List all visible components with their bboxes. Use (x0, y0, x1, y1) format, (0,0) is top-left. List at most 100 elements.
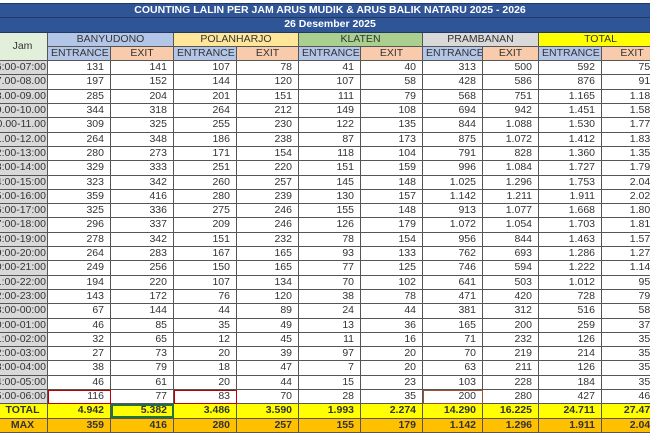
count-cell[interactable]: 1.142 (422, 188, 483, 205)
count-cell[interactable]: 357 (600, 360, 650, 376)
count-cell[interactable]: 61 (110, 374, 174, 391)
count-cell[interactable]: 694 (422, 103, 483, 119)
count-cell[interactable]: 102 (360, 274, 423, 290)
count-cell[interactable]: 151 (298, 160, 361, 176)
count-cell[interactable]: 126 (298, 217, 361, 233)
count-cell[interactable]: 171 (173, 145, 237, 162)
count-cell[interactable]: 1.796 (600, 160, 650, 176)
count-cell[interactable]: 693 (482, 246, 539, 262)
max-cell[interactable]: 179 (360, 417, 423, 433)
count-cell[interactable]: 1.211 (482, 188, 539, 205)
count-cell[interactable]: 790 (600, 288, 650, 305)
count-cell[interactable]: 220 (110, 274, 174, 290)
count-cell[interactable]: 280 (173, 188, 237, 205)
count-cell[interactable]: 1.451 (538, 103, 602, 119)
exit-header[interactable]: EXIT (482, 45, 539, 62)
count-cell[interactable]: 503 (482, 274, 539, 290)
count-cell[interactable]: 46 (47, 317, 111, 333)
count-cell[interactable]: 348 (110, 131, 174, 147)
group-header-polanharjo[interactable]: POLANHARJO (173, 31, 299, 47)
count-cell[interactable]: 20 (360, 360, 423, 376)
max-cell[interactable]: 1.911 (538, 417, 602, 433)
count-cell[interactable]: 278 (47, 231, 111, 248)
count-cell[interactable]: 173 (360, 131, 423, 147)
count-cell[interactable]: 18 (173, 360, 237, 376)
max-cell[interactable]: 416 (110, 417, 174, 433)
hour-cell[interactable]: 20:00-21:00 (0, 260, 48, 276)
count-cell[interactable]: 79 (360, 88, 423, 105)
count-cell[interactable]: 73 (110, 346, 174, 362)
count-cell[interactable]: 167 (173, 246, 237, 262)
count-cell[interactable]: 44 (236, 374, 299, 391)
count-cell[interactable]: 145 (298, 174, 361, 190)
count-cell[interactable]: 275 (173, 203, 237, 219)
count-cell[interactable]: 45 (236, 331, 299, 348)
count-cell[interactable]: 342 (110, 174, 174, 190)
count-cell[interactable]: 260 (173, 174, 237, 190)
count-cell[interactable]: 27 (47, 346, 111, 362)
max-cell[interactable]: 359 (47, 417, 111, 433)
count-cell[interactable]: 165 (236, 246, 299, 262)
hour-cell[interactable]: 07.00-08.00 (0, 74, 48, 90)
count-cell[interactable]: 751 (482, 88, 539, 105)
max-cell[interactable]: 155 (298, 417, 361, 433)
hour-cell[interactable]: 01:00-02:00 (0, 331, 48, 348)
count-cell[interactable]: 20 (360, 346, 423, 362)
total-cell[interactable]: 14.290 (422, 403, 483, 419)
count-cell[interactable]: 264 (173, 103, 237, 119)
count-cell[interactable]: 197 (47, 74, 111, 90)
count-cell[interactable]: 78 (360, 288, 423, 305)
count-cell[interactable]: 1.012 (538, 274, 602, 290)
max-label[interactable]: MAX (0, 417, 48, 433)
hour-cell[interactable]: 14:00-15:00 (0, 174, 48, 190)
count-cell[interactable]: 41 (298, 60, 361, 76)
entrance-header[interactable]: ENTRANCE (47, 45, 111, 62)
count-cell[interactable]: 913 (422, 203, 483, 219)
count-cell[interactable]: 78 (298, 231, 361, 248)
count-cell[interactable]: 333 (110, 160, 174, 176)
count-cell[interactable]: 58 (360, 74, 423, 90)
count-cell[interactable]: 15 (298, 374, 361, 391)
count-cell[interactable]: 428 (422, 74, 483, 90)
count-cell[interactable]: 172 (110, 288, 174, 305)
count-cell[interactable]: 130 (298, 188, 361, 205)
count-cell[interactable]: 200 (422, 389, 483, 405)
count-cell[interactable]: 516 (538, 303, 602, 319)
count-cell[interactable]: 1.286 (538, 246, 602, 262)
total-cell[interactable]: 1.993 (298, 403, 361, 419)
count-cell[interactable]: 356 (600, 374, 650, 391)
count-cell[interactable]: 211 (482, 360, 539, 376)
count-cell[interactable]: 916 (600, 74, 650, 90)
entrance-header[interactable]: ENTRANCE (422, 45, 483, 62)
count-cell[interactable]: 214 (538, 346, 602, 362)
count-cell[interactable]: 154 (360, 231, 423, 248)
count-cell[interactable]: 143 (47, 288, 111, 305)
count-cell[interactable]: 323 (47, 174, 111, 190)
count-cell[interactable]: 103 (422, 374, 483, 391)
count-cell[interactable]: 1.727 (538, 160, 602, 176)
count-cell[interactable]: 230 (236, 117, 299, 133)
hour-cell[interactable]: 02:00-03:00 (0, 346, 48, 362)
count-cell[interactable]: 131 (47, 60, 111, 76)
hour-cell[interactable]: 17:00-18:00 (0, 217, 48, 233)
exit-header[interactable]: EXIT (600, 45, 650, 62)
group-header-total[interactable]: TOTAL (537, 31, 650, 47)
count-cell[interactable]: 44 (360, 303, 423, 319)
max-cell[interactable]: 1.296 (482, 417, 539, 433)
count-cell[interactable]: 70 (236, 389, 299, 405)
count-cell[interactable]: 1.463 (538, 231, 602, 248)
count-cell[interactable]: 2.043 (600, 174, 650, 190)
hour-cell[interactable]: 11.00-12.00 (0, 131, 48, 147)
count-cell[interactable]: 942 (482, 103, 539, 119)
count-cell[interactable]: 1.412 (538, 131, 602, 147)
count-cell[interactable]: 255 (173, 117, 237, 133)
entrance-header[interactable]: ENTRANCE (538, 45, 602, 62)
total-cell[interactable]: 16.225 (482, 403, 539, 419)
count-cell[interactable]: 194 (47, 274, 111, 290)
count-cell[interactable]: 381 (422, 303, 483, 319)
count-cell[interactable]: 78 (236, 60, 299, 76)
hour-cell[interactable]: 08.00-09.00 (0, 88, 48, 105)
count-cell[interactable]: 746 (422, 260, 483, 276)
count-cell[interactable]: 462 (600, 389, 650, 405)
count-cell[interactable]: 148 (360, 203, 423, 219)
